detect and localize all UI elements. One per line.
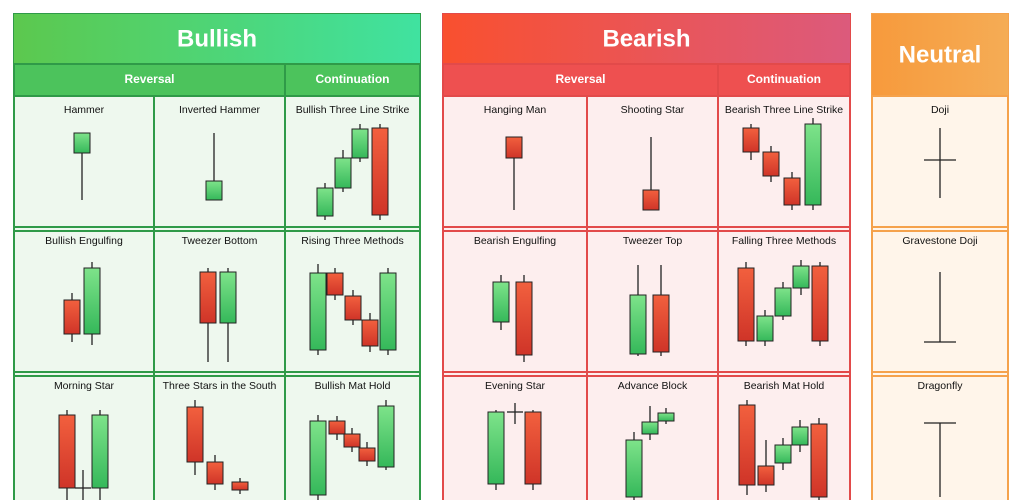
pattern-label: Hammer	[64, 104, 105, 116]
candle-body	[83, 267, 101, 335]
panel-header	[443, 14, 850, 64]
pattern-label: Shooting Star	[621, 104, 685, 116]
candle-body	[316, 187, 334, 217]
pattern-label: Bullish Three Line Strike	[296, 104, 410, 116]
panel-header	[872, 14, 1008, 96]
candle-body	[58, 414, 76, 489]
pattern-label: Falling Three Methods	[732, 235, 836, 247]
candle-body	[629, 294, 647, 355]
panel-title: Neutral	[899, 41, 982, 68]
group-header	[717, 63, 851, 97]
pattern-label: Tweezer Bottom	[182, 235, 258, 247]
candle-body	[804, 123, 822, 206]
panel-title: Bearish	[602, 25, 690, 52]
candle-body	[515, 281, 533, 356]
pattern-label: Hanging Man	[484, 104, 547, 116]
cell	[284, 371, 421, 500]
candle-body	[328, 420, 346, 435]
candle-body	[791, 426, 809, 446]
candle-body	[783, 177, 801, 206]
pattern-label: Dragonfly	[918, 380, 964, 392]
pattern-label: Tweezer Top	[623, 235, 682, 247]
candle-body	[487, 411, 505, 485]
cell	[717, 95, 851, 232]
pattern-label: Three Stars in the South	[163, 380, 277, 392]
candle-body	[358, 447, 376, 462]
candle-body	[757, 465, 775, 486]
pattern-label: Bearish Engulfing	[474, 235, 556, 247]
pattern-label: Bearish Three Line Strike	[725, 104, 843, 116]
candle-body	[625, 439, 643, 498]
candle-body	[756, 315, 774, 342]
pattern-label: Advance Block	[618, 380, 688, 392]
candle-body	[326, 272, 344, 296]
candle-body	[205, 180, 223, 201]
group-label: Reversal	[555, 72, 605, 86]
pattern-label: Bullish Mat Hold	[315, 380, 391, 392]
cell	[871, 371, 1009, 500]
candle-body	[742, 127, 760, 153]
candle-body	[810, 423, 828, 498]
group-label: Reversal	[124, 72, 174, 86]
candle-body	[371, 127, 389, 216]
cell	[871, 95, 1009, 232]
candle-body	[524, 411, 542, 485]
pattern-label: Gravestone Doji	[902, 235, 977, 247]
cell	[871, 226, 1009, 377]
candle-body	[737, 267, 755, 342]
group-label: Continuation	[747, 72, 821, 86]
candle-body	[309, 272, 327, 351]
cell	[284, 226, 421, 377]
candle-body	[334, 157, 352, 189]
candle-body	[811, 265, 829, 342]
candle-body	[91, 414, 109, 489]
candle-body	[379, 272, 397, 351]
candle-body	[206, 461, 224, 485]
cell	[717, 226, 851, 377]
candle-body	[343, 433, 361, 448]
pattern-label: Inverted Hammer	[179, 104, 261, 116]
group-header	[284, 63, 421, 97]
pattern-label: Bullish Engulfing	[45, 235, 123, 247]
pattern-label: Doji	[931, 104, 949, 116]
candle-body	[642, 189, 660, 211]
candle-body	[641, 421, 659, 435]
candle-body	[492, 281, 510, 323]
candle-body	[738, 404, 756, 486]
panel-header	[14, 14, 420, 64]
candle-body	[505, 136, 523, 159]
candle-body	[63, 299, 81, 335]
candle-body	[231, 481, 249, 491]
candle-body	[652, 294, 670, 353]
candle-body	[361, 319, 379, 347]
candle-body	[762, 151, 780, 177]
group-label: Continuation	[316, 72, 390, 86]
pattern-label: Evening Star	[485, 380, 546, 392]
candle-body	[344, 295, 362, 321]
candle-body	[792, 265, 810, 289]
candle-body	[377, 405, 395, 468]
candle-body	[774, 287, 792, 317]
candle-body	[351, 128, 369, 159]
cell	[717, 371, 851, 500]
candle-body	[309, 420, 327, 496]
candle-body	[774, 444, 792, 464]
candle-body	[73, 132, 91, 154]
pattern-label: Morning Star	[54, 380, 115, 392]
pattern-label: Bearish Mat Hold	[744, 380, 825, 392]
pattern-label: Rising Three Methods	[301, 235, 404, 247]
candle-body	[199, 271, 217, 324]
cell	[284, 95, 421, 232]
candle-body	[186, 406, 204, 463]
candle-body	[219, 271, 237, 324]
panel-title: Bullish	[177, 25, 257, 52]
candle-body	[657, 412, 675, 422]
